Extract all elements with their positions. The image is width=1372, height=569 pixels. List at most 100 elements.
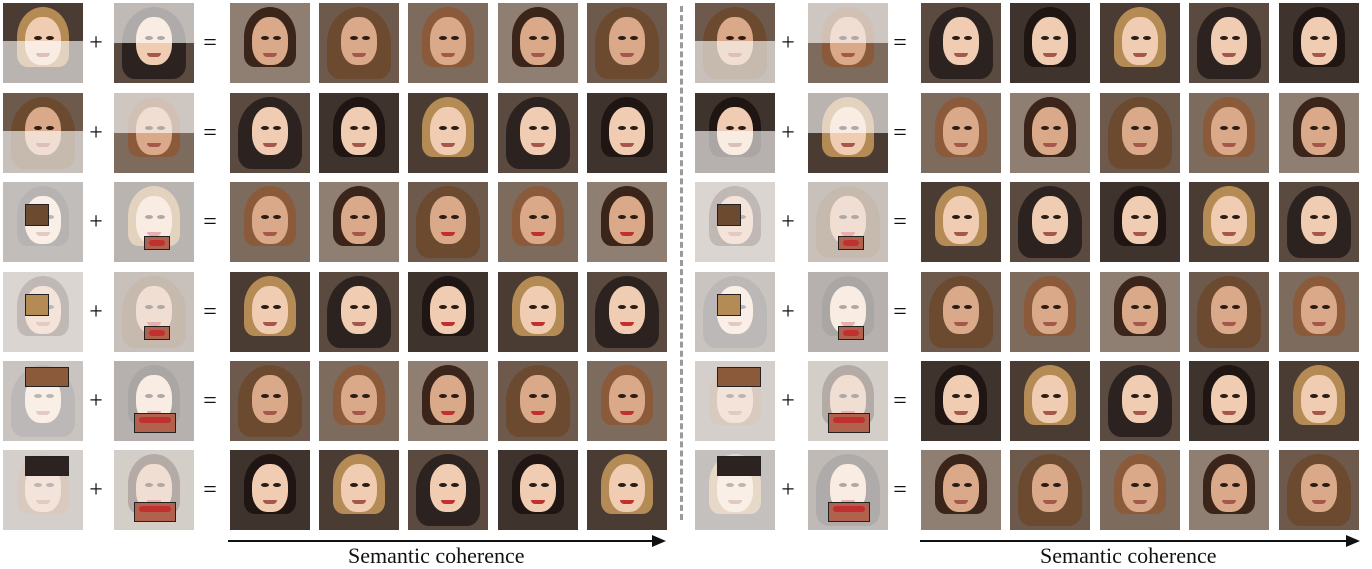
face-shape: [341, 464, 377, 512]
eye-shape: [952, 394, 960, 398]
mouth-shape: [531, 500, 545, 504]
plus-sign: +: [781, 477, 795, 503]
generated-face: [498, 3, 578, 83]
fade-overlay: [114, 272, 194, 352]
eye-shape: [964, 36, 972, 40]
mouth-region-patch: [828, 502, 870, 522]
eye-shape: [630, 305, 638, 309]
face-shape: [1301, 464, 1337, 512]
mouth-shape: [1043, 143, 1057, 147]
lips-shape: [139, 506, 171, 512]
eye-shape: [1310, 215, 1318, 219]
fade-overlay: [114, 182, 194, 262]
generated-face: [1279, 93, 1359, 173]
eye-shape: [1322, 483, 1330, 487]
eye-shape: [1131, 394, 1139, 398]
equals-sign: =: [893, 120, 907, 146]
face-shape: [1032, 286, 1068, 334]
eye-shape: [1131, 215, 1139, 219]
eye-shape: [362, 215, 370, 219]
mouth-shape: [620, 500, 634, 504]
equals-sign: =: [893, 30, 907, 56]
source-face-a: [3, 272, 83, 352]
mouth-shape: [352, 322, 366, 326]
eye-shape: [618, 126, 626, 130]
eye-shape: [541, 215, 549, 219]
eye-shape: [451, 126, 459, 130]
source-face-b: [114, 3, 194, 83]
eye-shape: [964, 394, 972, 398]
fade-overlay: [114, 3, 194, 43]
mouth-region-patch: [828, 413, 870, 433]
lips-shape: [833, 506, 865, 512]
eye-shape: [541, 36, 549, 40]
eye-shape: [439, 36, 447, 40]
lips-shape: [139, 417, 171, 423]
eye-shape: [529, 215, 537, 219]
eye-shape: [451, 215, 459, 219]
eye-shape: [630, 483, 638, 487]
fade-overlay: [808, 3, 888, 43]
plus-sign: +: [781, 299, 795, 325]
eye-shape: [350, 483, 358, 487]
eye-shape: [1232, 483, 1240, 487]
eye-shape: [273, 36, 281, 40]
generated-face: [1189, 182, 1269, 262]
eye-shape: [1143, 215, 1151, 219]
generated-face: [587, 272, 667, 352]
eye-region-patch: [25, 367, 69, 387]
mouth-shape: [147, 143, 161, 147]
face-shape: [430, 375, 466, 423]
face-shape: [609, 286, 645, 334]
source-face-a: [695, 93, 775, 173]
generated-face: [230, 3, 310, 83]
generated-face: [1189, 272, 1269, 352]
face-shape: [609, 464, 645, 512]
eye-shape: [541, 483, 549, 487]
mouth-shape: [263, 411, 277, 415]
mouth-shape: [263, 53, 277, 57]
left-arrow-head: [652, 535, 666, 547]
plus-sign: +: [89, 477, 103, 503]
generated-face: [921, 361, 1001, 441]
fade-overlay: [3, 131, 83, 173]
eye-shape: [541, 305, 549, 309]
mouth-region-patch: [144, 236, 170, 250]
generated-face: [408, 450, 488, 530]
eye-shape: [952, 305, 960, 309]
source-face-a: [695, 272, 775, 352]
mouth-shape: [1222, 53, 1236, 57]
face-shape: [943, 17, 979, 65]
mouth-shape: [1312, 411, 1326, 415]
source-face-a: [3, 450, 83, 530]
face-shape: [430, 464, 466, 512]
eye-shape: [1322, 36, 1330, 40]
eye-shape: [34, 126, 42, 130]
generated-face: [230, 361, 310, 441]
eye-shape: [529, 305, 537, 309]
generated-face: [319, 272, 399, 352]
face-shape: [341, 196, 377, 244]
face-shape: [341, 286, 377, 334]
generated-face: [921, 3, 1001, 83]
eye-shape: [261, 126, 269, 130]
mouth-region-patch: [134, 413, 176, 433]
mouth-shape: [352, 500, 366, 504]
equals-sign: =: [203, 477, 217, 503]
eye-shape: [964, 215, 972, 219]
eye-shape: [630, 126, 638, 130]
eye-shape: [1143, 305, 1151, 309]
source-face-b: [808, 361, 888, 441]
mouth-shape: [1312, 500, 1326, 504]
face-shape: [1122, 375, 1158, 423]
eye-shape: [964, 483, 972, 487]
eye-shape: [1143, 394, 1151, 398]
mouth-shape: [441, 322, 455, 326]
face-shape: [609, 107, 645, 155]
eye-shape: [1220, 126, 1228, 130]
eye-shape: [1041, 215, 1049, 219]
eye-shape: [261, 394, 269, 398]
mouth-shape: [954, 53, 968, 57]
eye-shape: [529, 126, 537, 130]
mouth-shape: [1133, 322, 1147, 326]
